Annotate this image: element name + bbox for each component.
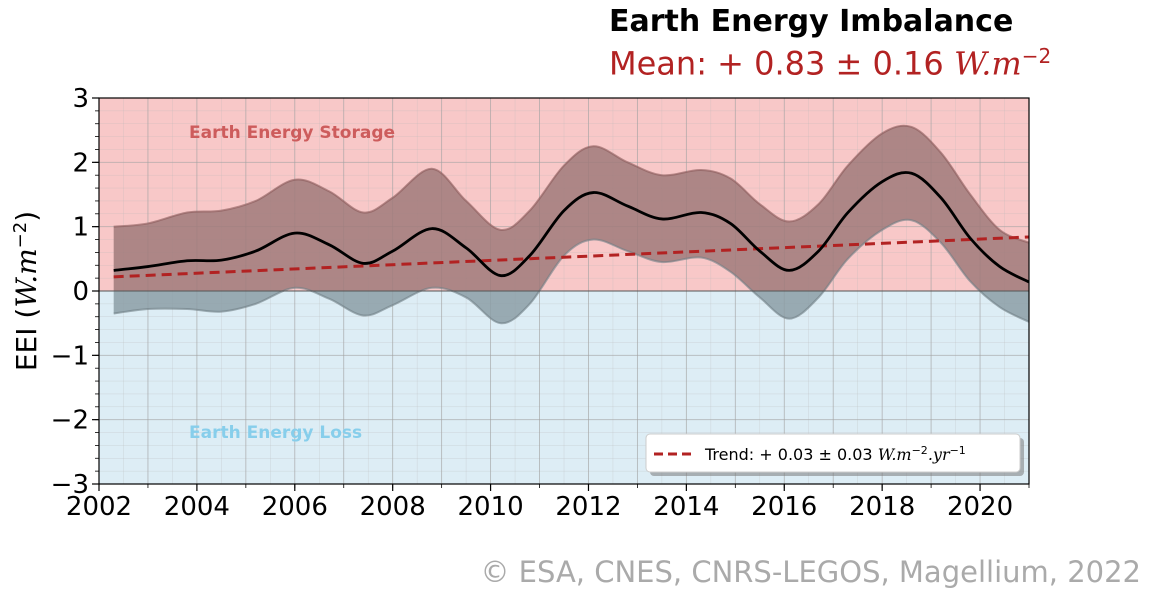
y-tick-label: 1 [72, 213, 89, 243]
x-tick-label: 2002 [66, 492, 132, 522]
y-tick-label: −1 [51, 341, 89, 371]
uncertainty-band-positive [113, 125, 1029, 291]
y-tick-label: 0 [72, 277, 89, 307]
chart-subtitle: Mean: + 0.83 ± 0.16 W.m−2 [609, 44, 1051, 83]
x-tick-label: 2020 [947, 492, 1013, 522]
loss-label: Earth Energy Loss [189, 423, 362, 443]
x-tick-label: 2018 [849, 492, 915, 522]
x-tick-label: 2014 [653, 492, 719, 522]
y-tick-label: −2 [51, 406, 89, 436]
y-axis-label: EEI (W.m−2) [10, 211, 44, 371]
x-tick-label: 2010 [457, 492, 523, 522]
subtitle-mean: Mean: + 0.83 ± 0.16 [609, 44, 944, 83]
chart-title: Earth Energy Imbalance [609, 4, 1014, 39]
legend: Trend: + 0.03 ± 0.03 W.m−2.yr−1 [645, 433, 1024, 476]
y-tick-label: −3 [51, 470, 89, 500]
subtitle-exponent: −2 [1021, 44, 1052, 68]
storage-label: Earth Energy Storage [189, 123, 395, 143]
y-tick-label: 2 [72, 148, 89, 178]
trend-line [113, 235, 1029, 279]
copyright-credit: © ESA, CNES, CNRS-LEGOS, Magellium, 2022 [480, 555, 1141, 589]
legend-box [645, 433, 1021, 473]
eei-mean-line [113, 171, 1029, 284]
uncertainty-band-negative [113, 291, 1029, 324]
subtitle-unit: W.m [953, 44, 1022, 83]
y-tick-label: 3 [72, 84, 89, 114]
legend-trend-label: Trend: + 0.03 ± 0.03 W.m−2.yr−1 [704, 444, 966, 465]
x-tick-label: 2012 [555, 492, 621, 522]
x-tick-label: 2016 [751, 492, 817, 522]
x-tick-label: 2006 [262, 492, 328, 522]
x-tick-label: 2004 [164, 492, 230, 522]
x-tick-label: 2008 [360, 492, 426, 522]
band-upper-edge [113, 124, 1029, 244]
